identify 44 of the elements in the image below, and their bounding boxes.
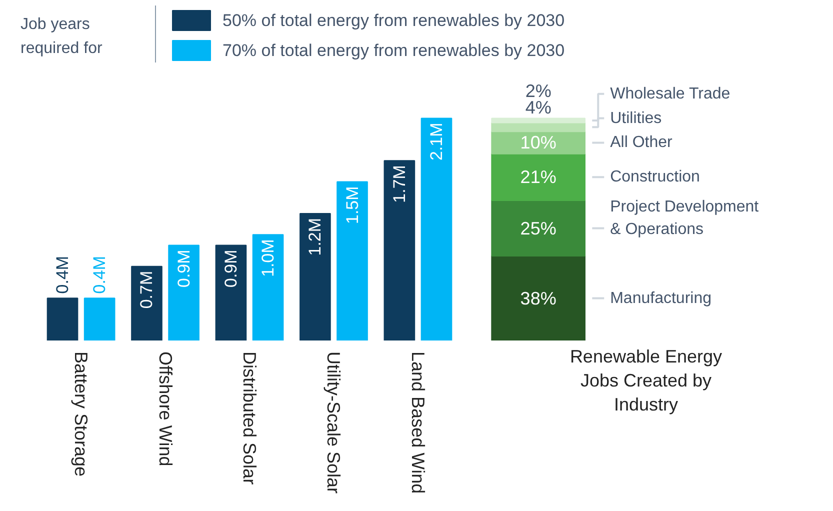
data-label: 0.9M [174,250,194,288]
x-tick-label: Distributed Solar [240,352,260,485]
data-label: 0.9M [221,250,240,288]
bar [300,213,331,340]
x-tick-label: Battery Storage [71,352,92,477]
data-label: 21% [520,167,556,188]
data-label: 25% [520,218,556,238]
legend-label: 50% of total energy from renewables by 2030 [222,11,565,30]
series-label: Project Development & Operations [610,198,760,238]
legend-label: 70% of total energy from renewables by 2030 [222,41,565,60]
bar [46,298,78,340]
bar [131,266,162,340]
bar [420,118,452,340]
x-tick-label: Utility-Scale Solar [324,352,344,494]
series-label: Wholesale Trade [610,85,730,102]
data-label: 0.4M [53,256,72,294]
data-label: 0.4M [90,256,110,294]
data-label: 1.7M [390,165,409,203]
bar [491,118,586,124]
bar [168,244,200,340]
bar [336,181,368,340]
bar [84,298,116,340]
data-label: 0.7M [137,270,156,309]
x-tick-label: Offshore Wind [155,352,176,466]
bar [491,122,586,132]
series-label: Utilities [610,110,662,127]
bar [384,160,416,340]
data-label: 10% [520,132,556,153]
legend-title: Job years required for [20,16,103,57]
bar [491,200,586,257]
series-label: Manufacturing [610,290,712,307]
bar [491,256,586,340]
data-label: 1.5M [342,186,362,224]
bar [252,234,284,340]
bar [491,153,586,201]
bar [215,244,247,340]
data-label: 1.2M [306,218,325,256]
data-label: 38% [520,288,556,308]
x-tick-label: Land Based Wind [408,352,428,494]
series-label: Construction [610,168,700,186]
data-label: 2.1M [426,122,446,161]
x-axis-title: Renewable Energy Jobs Created by Industry [570,346,722,414]
data-label: 1.0M [258,239,278,277]
series-label: All Other [610,134,674,152]
